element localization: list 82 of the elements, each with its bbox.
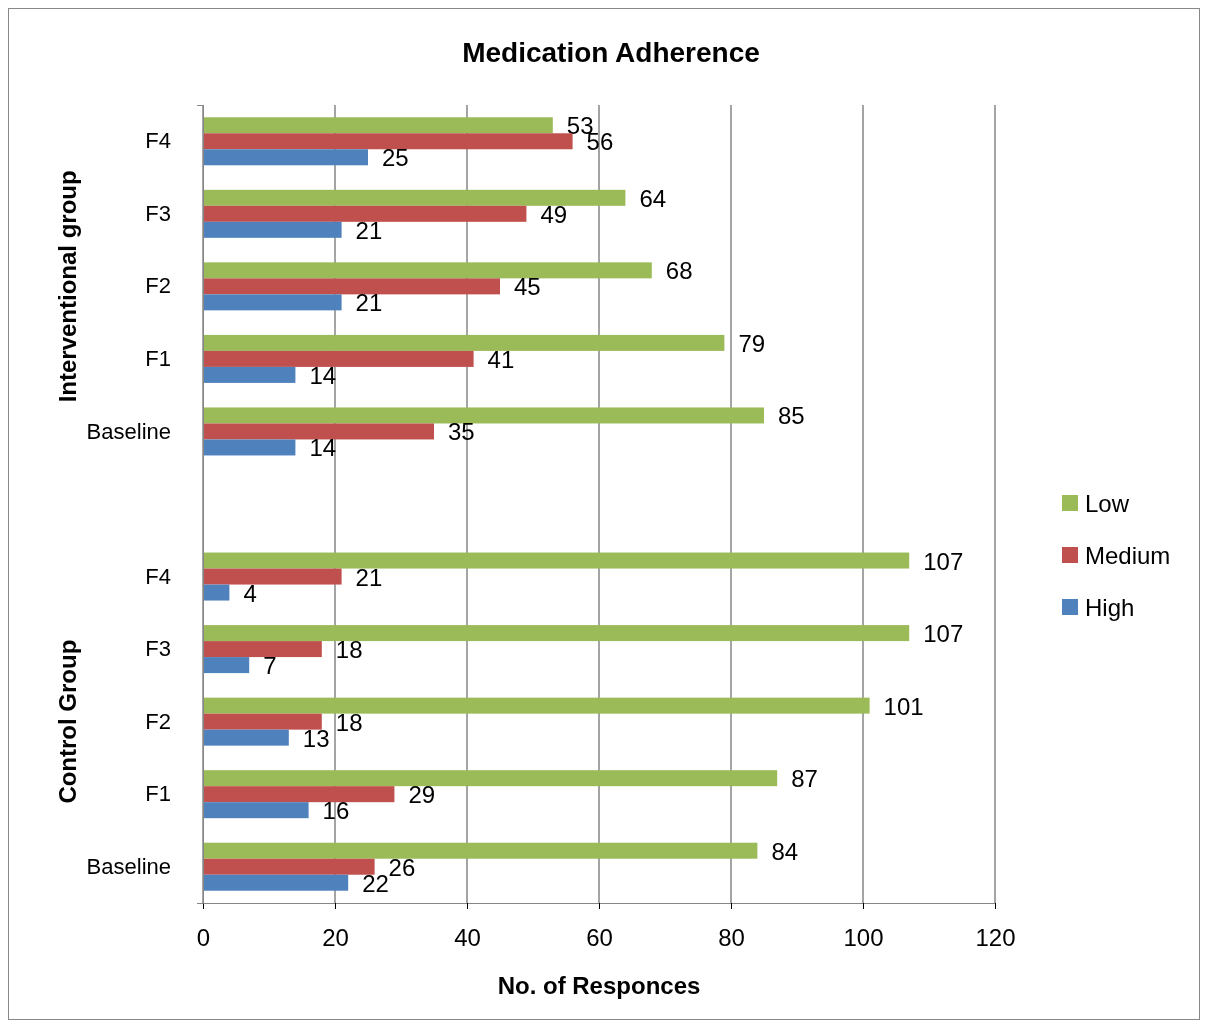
bar — [203, 584, 230, 601]
bar — [203, 423, 434, 440]
data-label: 29 — [408, 781, 436, 809]
data-label: 21 — [355, 216, 383, 244]
data-label: 101 — [883, 692, 924, 720]
bar — [203, 133, 573, 150]
y-tick-label: F1 — [145, 781, 171, 807]
x-axis-title: No. of Responces — [497, 972, 701, 999]
y-tick-label: F1 — [145, 345, 171, 371]
bar — [203, 205, 527, 222]
bar — [203, 625, 910, 642]
data-label: 79 — [738, 329, 766, 357]
bar — [203, 552, 910, 569]
data-label: 18 — [335, 636, 363, 664]
data-label: 14 — [309, 434, 337, 462]
data-label: 4 — [243, 579, 257, 607]
bar — [203, 657, 250, 674]
x-tick-label: 20 — [322, 923, 349, 951]
bar — [203, 366, 296, 383]
bar — [203, 874, 349, 891]
x-tick-label: 0 — [196, 923, 211, 951]
data-label: 21 — [355, 563, 383, 591]
bar — [203, 221, 342, 238]
legend-label: Low — [1085, 490, 1130, 517]
bar — [203, 770, 778, 787]
data-label: 35 — [448, 418, 475, 446]
data-label: 84 — [771, 837, 799, 865]
y-tick-label: F4 — [145, 563, 171, 589]
bar — [203, 729, 289, 746]
bar — [203, 262, 652, 279]
y-tick-label: F2 — [145, 273, 171, 299]
y-tick-label: F4 — [145, 128, 171, 154]
bar — [203, 278, 500, 295]
text: Interventional group — [54, 170, 81, 403]
legend-label: Medium — [1085, 542, 1171, 569]
data-label: 64 — [639, 184, 667, 212]
data-label: 16 — [322, 797, 350, 825]
data-label: 22 — [362, 869, 389, 897]
data-label: 107 — [923, 547, 964, 575]
y-tick-label: F3 — [145, 636, 171, 662]
bar — [203, 334, 725, 351]
bar — [203, 568, 342, 585]
legend-label: High — [1085, 594, 1135, 621]
y-tick-label: F2 — [145, 708, 171, 734]
bar — [203, 697, 870, 714]
bar — [203, 407, 764, 424]
x-tick-label: 100 — [843, 923, 884, 951]
bar — [203, 842, 758, 859]
bar — [203, 713, 322, 730]
data-label: 18 — [335, 708, 363, 736]
data-label: 13 — [302, 724, 330, 752]
x-tick-label: 80 — [718, 923, 745, 951]
y-tick-label: F3 — [145, 200, 171, 226]
data-label: 21 — [355, 289, 383, 317]
data-label: 26 — [388, 853, 416, 881]
x-tick-label: 60 — [586, 923, 613, 951]
bar — [203, 294, 342, 311]
bar — [203, 439, 296, 456]
bar — [203, 149, 368, 166]
data-label: 49 — [540, 200, 568, 228]
data-label: 68 — [665, 257, 693, 285]
bar — [203, 786, 395, 803]
chart-title: Medication Adherence — [462, 37, 760, 68]
data-label: 87 — [791, 765, 818, 793]
data-label: 107 — [923, 620, 964, 648]
data-label: 7 — [263, 652, 277, 680]
text: Control Group — [54, 639, 81, 804]
bar — [203, 350, 474, 367]
x-tick-label: 40 — [454, 923, 481, 951]
x-tick-label: 120 — [975, 923, 1016, 951]
data-label: 41 — [487, 345, 515, 373]
data-label: 85 — [778, 402, 805, 430]
data-label: 14 — [309, 361, 337, 389]
bar — [203, 189, 626, 206]
data-label: 25 — [382, 144, 409, 172]
bar — [203, 858, 375, 875]
data-label: 45 — [514, 273, 541, 301]
bar — [203, 641, 322, 658]
bar — [203, 117, 553, 134]
y-tick-label: Baseline — [86, 418, 171, 444]
y-tick-label: Baseline — [86, 853, 171, 879]
bar — [203, 802, 309, 819]
